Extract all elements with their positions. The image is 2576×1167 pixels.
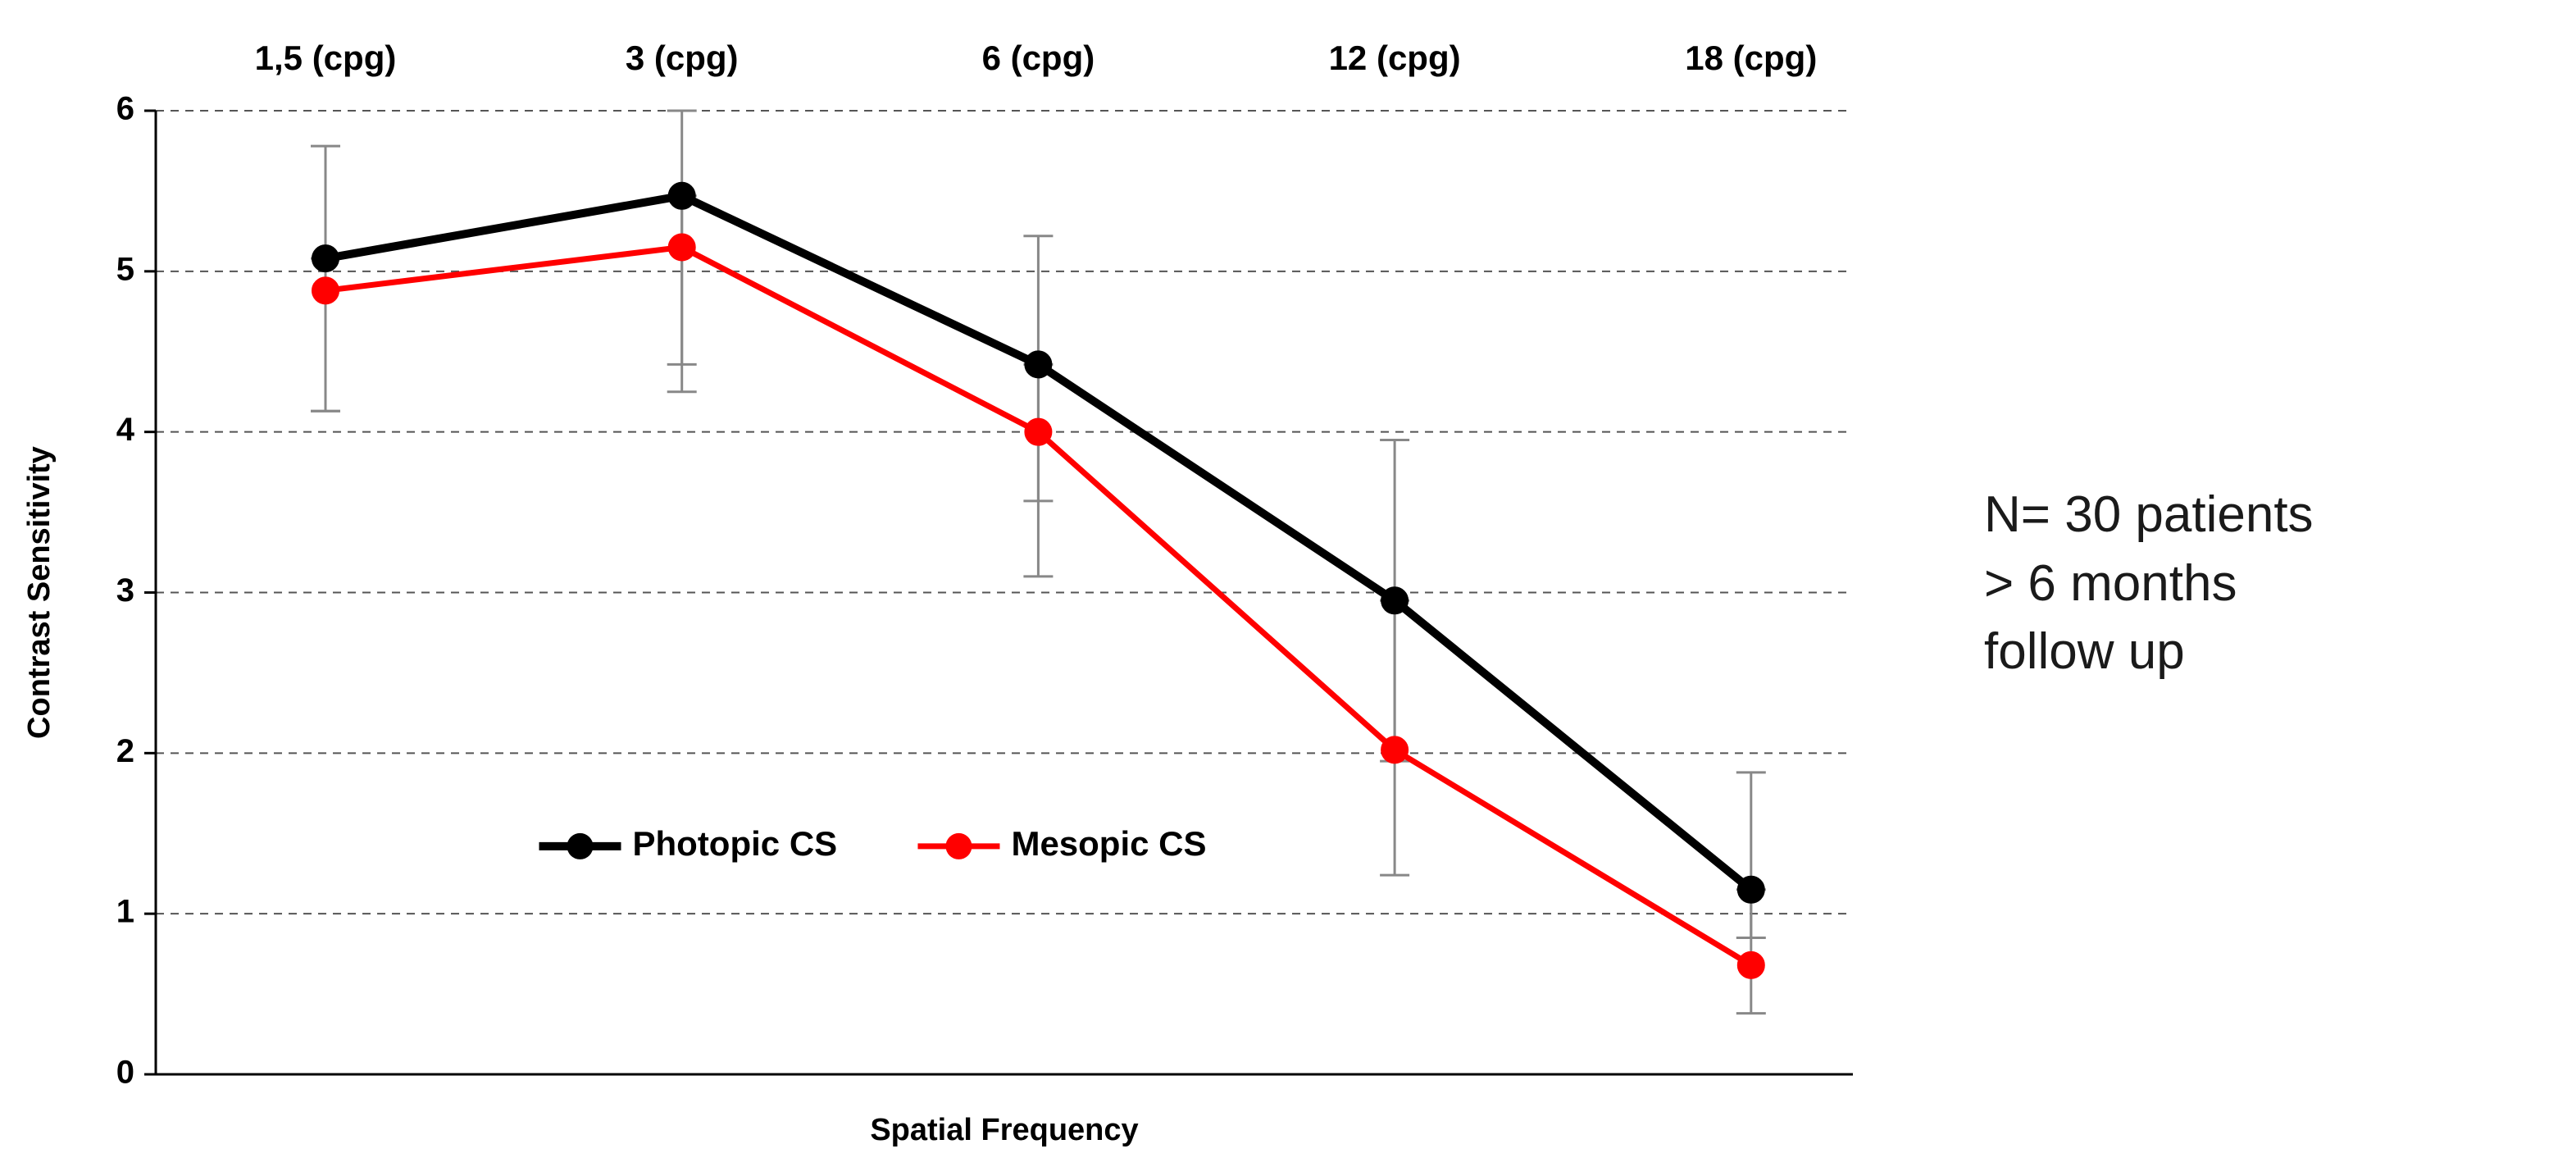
side-annotation: N= 30 patients> 6 monthsfollow up xyxy=(1968,0,2576,1167)
svg-text:6: 6 xyxy=(116,91,134,127)
svg-text:1: 1 xyxy=(116,894,134,930)
y-axis-label: Contrast Sensitivity xyxy=(22,446,57,739)
svg-text:4: 4 xyxy=(116,412,135,448)
contrast-sensitivity-chart: 0 1 2 3 4 5 6 Contrast Sensitivity 1,5 (cpg) 3 (c… xyxy=(0,0,1968,1167)
svg-text:5: 5 xyxy=(116,251,134,287)
chart-container: 0 1 2 3 4 5 6 Contrast Sensitivity 1,5 (cpg) 3 (c… xyxy=(0,0,1968,1167)
svg-text:12 (cpg): 12 (cpg) xyxy=(1329,39,1461,77)
svg-text:18 (cpg): 18 (cpg) xyxy=(1685,39,1817,77)
svg-text:2: 2 xyxy=(116,733,134,769)
svg-text:1,5 (cpg): 1,5 (cpg) xyxy=(255,39,397,77)
legend-item-mesopic-cs: Mesopic CS xyxy=(1011,824,1206,863)
svg-text:0: 0 xyxy=(116,1055,134,1091)
legend-item-photopic-cs: Photopic CS xyxy=(633,824,838,863)
sample-size-note: N= 30 patients> 6 monthsfollow up xyxy=(1968,481,2314,686)
svg-text:6 (cpg): 6 (cpg) xyxy=(982,39,1095,77)
x-axis-label: Spatial Frequency xyxy=(870,1113,1138,1147)
svg-text:3 (cpg): 3 (cpg) xyxy=(626,39,739,77)
figure-root: 0 1 2 3 4 5 6 Contrast Sensitivity 1,5 (cpg) 3 (c… xyxy=(0,0,2576,1167)
svg-text:3: 3 xyxy=(116,572,134,609)
